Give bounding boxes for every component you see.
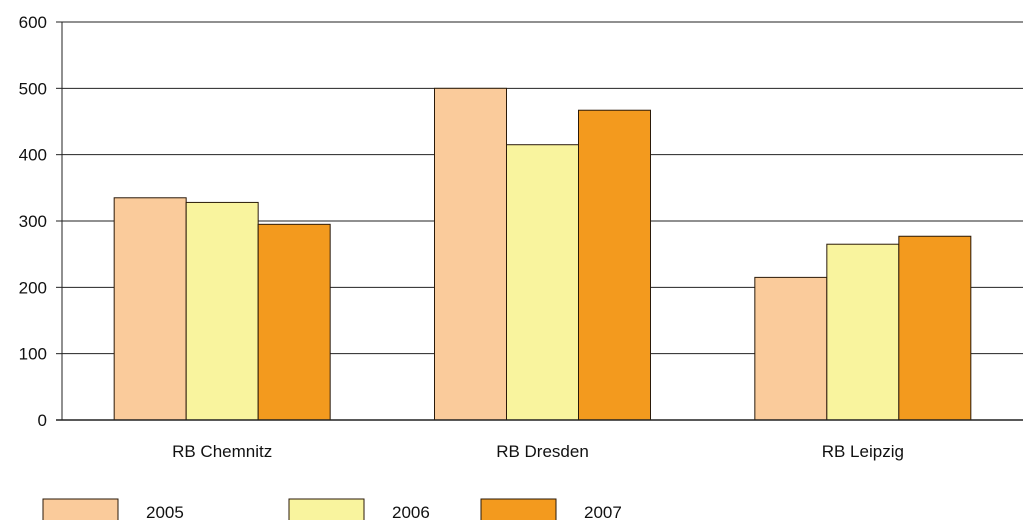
bar-2006-rb-dresden	[506, 144, 579, 421]
category-label: RB Leipzig	[822, 442, 904, 461]
category-label: RB Chemnitz	[172, 442, 272, 461]
y-axis-ticks: 0 100 200 300 400 500 600	[19, 13, 62, 430]
category-labels: RB Chemnitz RB Dresden RB Leipzig	[172, 442, 904, 461]
legend-label: 2006	[392, 503, 430, 520]
legend-label: 2005	[146, 503, 184, 520]
bar-2005-rb-leipzig	[754, 276, 828, 421]
y-tick-label: 200	[19, 278, 47, 297]
y-tick-label: 100	[19, 345, 47, 364]
legend: 2005 2006 2007	[42, 498, 622, 520]
legend-label: 2007	[584, 503, 622, 520]
bar-2007-rb-chemnitz	[257, 223, 331, 421]
bar-2005-rb-chemnitz	[113, 197, 187, 421]
legend-swatch-2006	[288, 498, 365, 520]
bar-2005-rb-dresden	[434, 87, 507, 421]
category-label: RB Dresden	[496, 442, 589, 461]
bar-2007-rb-dresden	[578, 109, 651, 421]
bar-2006-rb-leipzig	[826, 243, 900, 421]
y-tick-label: 500	[19, 79, 47, 98]
axes	[56, 22, 1023, 421]
y-tick-label: 400	[19, 146, 47, 165]
bar-2007-rb-leipzig	[898, 235, 972, 421]
bars	[113, 87, 972, 421]
legend-swatch-2007	[480, 498, 557, 520]
y-tick-label: 600	[19, 13, 47, 32]
legend-swatch-2005	[42, 498, 119, 520]
y-tick-label: 0	[38, 411, 47, 430]
bar-2006-rb-chemnitz	[185, 201, 259, 421]
y-tick-label: 300	[19, 212, 47, 231]
